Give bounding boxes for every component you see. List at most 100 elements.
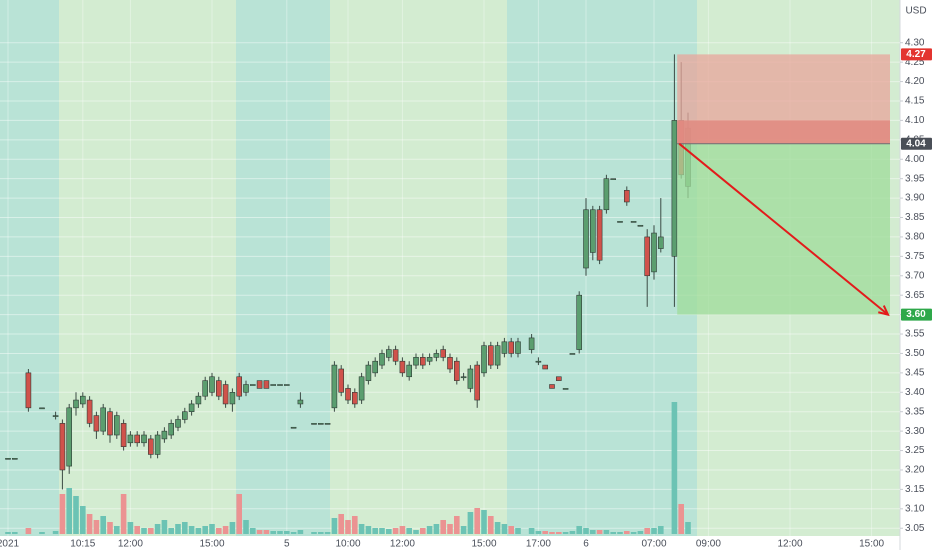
- volume-bar: [311, 532, 317, 534]
- axis-labels: USD 3.05 3.10 3.15 3.20 3.25 3.30 3.35 3.40 3.45…: [0, 6, 932, 550]
- candle-body: [209, 376, 215, 393]
- candle-body: [358, 376, 365, 401]
- candle-body: [12, 458, 18, 460]
- session-background: [59, 0, 236, 536]
- volume-bar: [80, 506, 86, 534]
- volume-bar: [324, 532, 331, 534]
- y-tick-label: 3.70: [905, 270, 925, 281]
- candle-body: [161, 430, 168, 440]
- candle-body: [120, 423, 127, 447]
- price-badge: [901, 48, 932, 61]
- candle-body: [419, 357, 426, 366]
- candle-body: [66, 407, 72, 467]
- volume-bar: [460, 526, 467, 534]
- volume-bar: [250, 528, 256, 534]
- volume-bar: [120, 494, 127, 534]
- trend-arrow: [678, 142, 889, 316]
- candle-body: [93, 415, 100, 432]
- volume-bar: [528, 528, 535, 534]
- candle-body: [73, 399, 79, 409]
- candle-body: [535, 360, 542, 363]
- candle-body: [617, 221, 623, 223]
- volume-bar: [182, 522, 188, 534]
- volume-bar: [658, 526, 664, 534]
- candle-body: [80, 395, 86, 405]
- x-tick-label: 17:00: [526, 539, 551, 550]
- candle-body: [114, 415, 120, 436]
- candle-body: [5, 458, 11, 460]
- y-tick-label: 3.85: [905, 212, 925, 223]
- candle-body: [338, 368, 345, 393]
- volume-bar: [433, 524, 440, 534]
- candle-body: [256, 380, 263, 389]
- volume-bar: [590, 530, 596, 534]
- candle-body: [277, 384, 283, 386]
- candle-body: [555, 376, 562, 381]
- candle-body: [576, 294, 583, 350]
- volume-bar: [52, 531, 59, 534]
- y-tick-label: 4.20: [905, 76, 925, 87]
- volume-bar: [202, 526, 208, 534]
- candle-body: [392, 349, 399, 362]
- arrow-head: [878, 305, 890, 317]
- volume-bar: [148, 528, 154, 534]
- volume-bar: [610, 532, 616, 534]
- y-tick-label: 3.65: [905, 290, 925, 301]
- candle-body: [542, 364, 549, 370]
- volume-bar: [107, 522, 113, 534]
- candle-body: [494, 345, 501, 366]
- volume-bar: [651, 528, 657, 534]
- volume-bar: [562, 532, 569, 534]
- y-tick-label: 3.55: [905, 329, 925, 340]
- candle-body: [644, 236, 651, 277]
- volume-bar: [318, 532, 324, 534]
- candle-body: [596, 209, 603, 261]
- time-axis: [0, 536, 900, 550]
- candle-body: [365, 364, 372, 381]
- volume-bar: [494, 522, 501, 534]
- candle-body: [379, 353, 385, 366]
- candle-body: [127, 434, 134, 444]
- volume-bar: [93, 520, 100, 534]
- candle-body: [345, 388, 351, 401]
- volume-bar: [243, 520, 249, 534]
- candle-body: [440, 349, 447, 358]
- candle-body: [481, 345, 487, 374]
- y-tick-label: 4.00: [905, 154, 925, 165]
- candle-body: [182, 411, 188, 420]
- volume-bar: [447, 524, 453, 534]
- y-tick-label: 3.45: [905, 368, 925, 379]
- volume-bar: [467, 512, 474, 534]
- volume-bar: [542, 531, 548, 534]
- x-tick-label: 2021: [0, 539, 20, 550]
- volume-bar: [603, 530, 610, 534]
- volume-bar: [556, 532, 562, 534]
- volume-bar: [637, 531, 644, 534]
- candle-body: [324, 423, 331, 425]
- volume-bar: [73, 496, 79, 534]
- candle-body: [216, 380, 222, 397]
- volume-bar: [630, 532, 637, 534]
- volume-bar: [678, 504, 684, 534]
- currency-label: USD: [905, 6, 926, 17]
- x-tick-label: 07:00: [641, 539, 666, 550]
- candle-body: [59, 423, 66, 471]
- volume-bar: [617, 532, 623, 534]
- volume-bar: [352, 516, 358, 534]
- session-background: [330, 0, 507, 536]
- candle-body: [100, 407, 106, 432]
- y-tick-label: 3.50: [905, 348, 925, 359]
- candle-body: [467, 368, 474, 389]
- candle-body: [630, 221, 637, 223]
- candle-body: [474, 364, 481, 401]
- volume-bar: [297, 530, 304, 534]
- candle-body: [487, 345, 494, 366]
- price-axis: [900, 0, 932, 550]
- candle-body: [583, 209, 589, 269]
- candle-body: [148, 438, 154, 455]
- volume-bar: [508, 526, 514, 534]
- candle-body: [426, 357, 433, 362]
- volume-bar: [195, 528, 202, 534]
- candle-body: [413, 357, 419, 366]
- volume-bar: [141, 528, 147, 534]
